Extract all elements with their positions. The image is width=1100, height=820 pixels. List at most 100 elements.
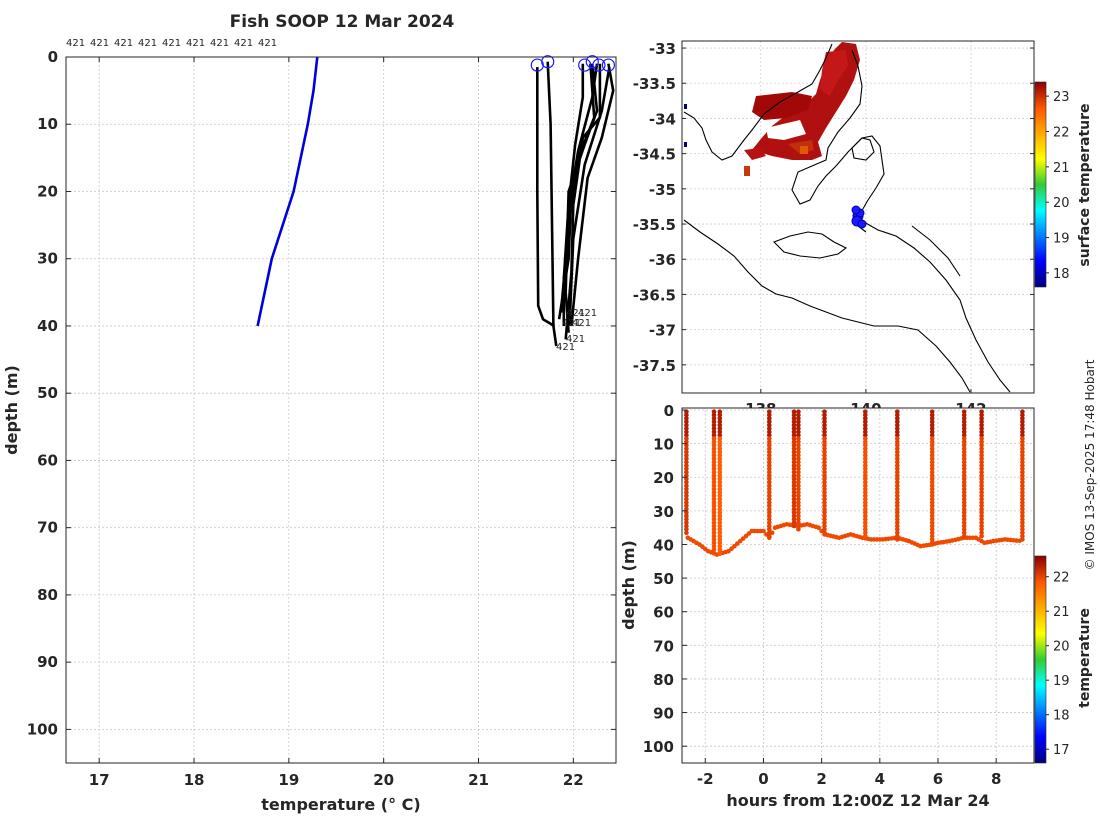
timedepth-cast-point (717, 419, 723, 425)
timedepth-cast-point (929, 503, 935, 509)
timedepth-cast-point (863, 426, 868, 431)
timedepth-cast-point (929, 443, 935, 448)
timedepth-cast-point (717, 523, 723, 529)
timedepth-cast-point (791, 432, 797, 438)
timedepth-cast-point (717, 439, 723, 445)
profile-line-cast-1 (536, 67, 556, 328)
timedepth-cast-point (1020, 409, 1025, 415)
timedepth-cast-point (929, 466, 935, 472)
timedepth-cast-point (863, 429, 868, 435)
timedepth-cast-point (822, 419, 827, 425)
timedepth-cast-point (822, 523, 827, 529)
timedepth-cast-point (767, 517, 772, 522)
timedepth-cast-point (863, 520, 868, 525)
timedepth-cast-point (711, 412, 717, 418)
timedepth-cast-point (791, 469, 797, 475)
timedepth-cast-point (791, 449, 797, 455)
timedepth-cast-point (711, 416, 717, 421)
timedepth-x-tick-label: 6 (933, 770, 943, 788)
timedepth-cast-point (895, 537, 900, 542)
timedepth-cast-point (791, 463, 797, 468)
timedepth-cast-point (895, 466, 900, 472)
coastline (683, 43, 1011, 393)
profile-start-marker (592, 58, 606, 72)
timedepth-cast-point (684, 446, 689, 452)
timedepth-cast-point (979, 446, 984, 452)
timedepth-cast-point (791, 412, 797, 418)
timedepth-cast-point (684, 456, 689, 462)
timedepth-cast-point (961, 409, 967, 415)
timedepth-cast-point (961, 422, 967, 428)
timedepth-cast-point (863, 476, 868, 482)
imos-watermark: © IMOS 13-Sep-2025 17:48 Hobart (1083, 359, 1097, 570)
timedepth-cast-point (822, 416, 827, 421)
timedepth-cast-point (1020, 533, 1025, 539)
timedepth-cast-point (791, 480, 797, 485)
timedepth-y-tick-label: 40 (653, 536, 674, 554)
timedepth-cast-point (863, 533, 868, 539)
timedepth-cast-point (979, 466, 984, 472)
timedepth-cast-point (717, 463, 723, 468)
profile-x-tick-label: 18 (184, 771, 205, 789)
timedepth-cast-point (796, 469, 801, 475)
timedepth-cast-point (895, 439, 900, 445)
timedepth-cast-point (711, 443, 717, 448)
timedepth-cast-point (711, 496, 717, 502)
timedepth-x-tick-label: 2 (816, 770, 826, 788)
timedepth-cast-point (961, 416, 967, 421)
timedepth-cast-point (961, 432, 967, 438)
timedepth-cast-point (961, 486, 967, 492)
timedepth-cast-point (895, 446, 900, 452)
timedepth-cast-point (961, 517, 967, 522)
timedepth-cast-point (822, 500, 827, 505)
timedepth-cast-point (791, 466, 797, 472)
timedepth-cast-point (979, 419, 984, 425)
timedepth-cast-point (979, 496, 984, 502)
timedepth-cast-point (711, 466, 717, 472)
timedepth-cast-point (979, 493, 984, 499)
timedepth-cast-point (684, 432, 689, 438)
timedepth-cast-point (717, 466, 723, 472)
timedepth-cast-point (717, 432, 723, 438)
timedepth-cast-point (979, 473, 984, 478)
map-y-tick-label: -33 (649, 40, 676, 58)
timedepth-cast-point (717, 446, 723, 452)
profile-y-tick-label: 50 (37, 384, 58, 402)
timedepth-cast-point (863, 496, 868, 502)
timedepth-cast-point (767, 520, 772, 525)
temperature-colorbar-tick-label: 21 (1053, 605, 1070, 620)
sst-colorbar-tick-label: 18 (1053, 267, 1070, 282)
timedepth-cast-point (961, 446, 967, 452)
timedepth-cast-point (684, 426, 689, 431)
timedepth-x-tick-label: 4 (875, 770, 885, 788)
timedepth-cast-point (1020, 453, 1025, 458)
profile-y-tick-label: 20 (37, 182, 58, 200)
profile-y-tick-label: 30 (37, 250, 58, 268)
timedepth-cast-point (1020, 506, 1025, 512)
timedepth-cast-point (863, 439, 868, 445)
timedepth-cast-point (961, 466, 967, 472)
timedepth-cast-point (711, 500, 717, 505)
timedepth-cast-point (929, 419, 935, 425)
timedepth-cast-point (1020, 513, 1025, 519)
timedepth-cast-point (979, 459, 984, 465)
profile-end-label: 421 (566, 308, 585, 319)
timedepth-cast-point (863, 459, 868, 465)
timedepth-cast-point (863, 530, 868, 535)
profile-end-label: 421 (556, 342, 575, 353)
timedepth-cast-point (791, 510, 797, 515)
timedepth-cast-point (684, 480, 689, 485)
timedepth-cast-point (961, 513, 967, 519)
timedepth-cast-point (711, 517, 717, 522)
timedepth-cast-point (895, 416, 900, 421)
timedepth-cast-point (717, 490, 723, 495)
timedepth-cast-point (791, 500, 797, 505)
profile-y-tick-label: 100 (27, 720, 58, 738)
timedepth-cast-point (711, 429, 717, 435)
timedepth-cast-point (961, 530, 967, 535)
timedepth-cast-point (796, 510, 801, 515)
timedepth-cast-point (1020, 432, 1025, 438)
timedepth-cast-point (863, 513, 868, 519)
timedepth-cast-point (961, 426, 967, 431)
